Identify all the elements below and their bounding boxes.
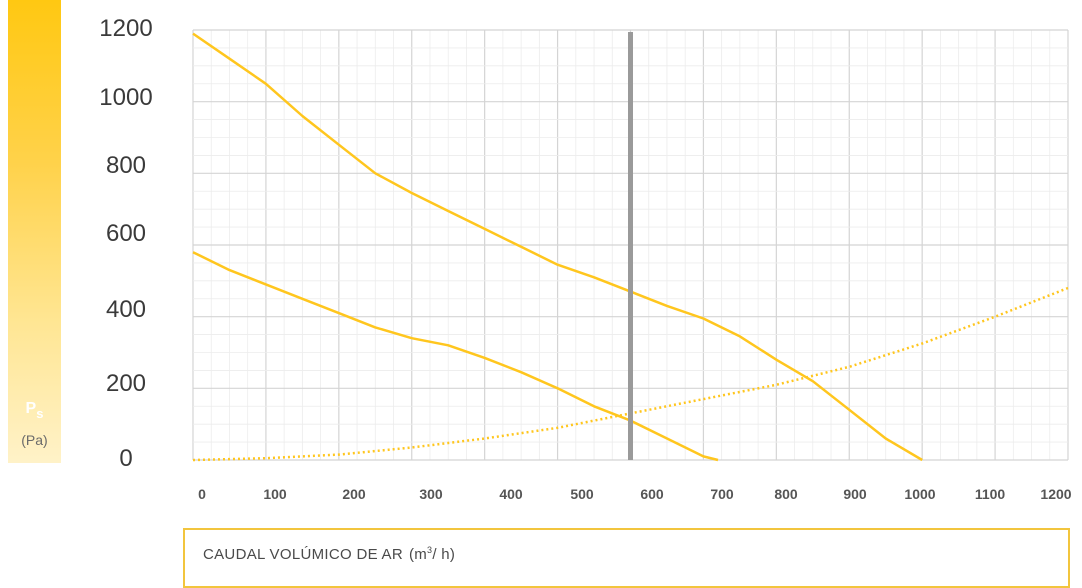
y-axis-symbol-subscript: s [36,406,44,421]
x-tick-label: 800 [774,486,798,502]
y-axis-symbol: Ps [25,400,44,421]
x-tick-label: 1200 [1040,486,1072,502]
y-tick-label: 400 [105,296,147,323]
y-axis-gradient-bar [8,0,61,463]
y-axis-unit: (Pa) [21,432,48,448]
x-tick-label: 400 [499,486,523,502]
fan-curve-line-2 [192,251,719,462]
y-tick-label: 600 [105,220,147,247]
x-tick-label: 700 [710,486,734,502]
x-axis-title-text: CAUDAL VOLÚMICO DE AR [203,546,403,563]
x-axis-title: CAUDAL VOLÚMICO DE AR (m3/ h) [203,545,455,563]
y-tick-label: 200 [105,370,147,397]
y-tick-label: 800 [105,152,147,179]
y-tick-label: 1200 [99,15,153,42]
y-tick-label: 0 [119,445,133,472]
x-tick-label: 500 [570,486,594,502]
x-tick-label: 1100 [974,486,1006,502]
y-tick-label: 1000 [99,84,153,111]
x-tick-label: 900 [843,486,867,502]
x-axis-title-box: CAUDAL VOLÚMICO DE AR (m3/ h) [183,528,1070,588]
x-tick-label: 100 [263,486,287,502]
x-tick-label: 1000 [904,486,936,502]
x-tick-label: 300 [419,486,443,502]
fan-curve-line-1 [192,32,923,462]
x-tick-label: 0 [198,486,206,502]
x-tick-label: 600 [640,486,664,502]
plot-area [192,29,1069,462]
x-tick-label: 200 [342,486,366,502]
x-axis-unit: (m3/ h) [408,545,456,563]
